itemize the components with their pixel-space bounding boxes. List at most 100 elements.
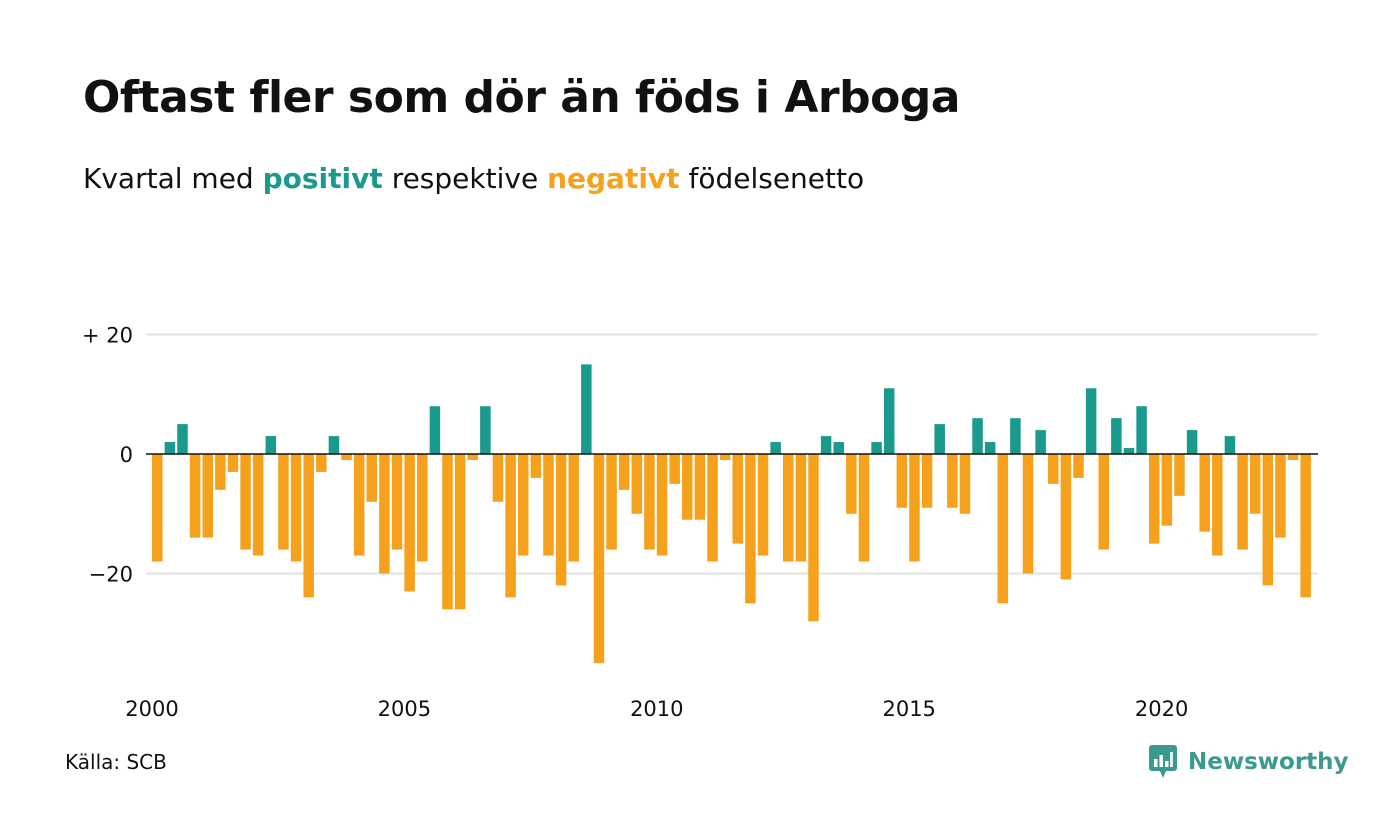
subtitle-prefix: Kvartal med: [83, 162, 254, 195]
bar-2016-q2: [972, 418, 983, 454]
bar-2019-q3: [1136, 406, 1147, 454]
chart-title: Oftast fler som dör än föds i Arboga: [83, 72, 961, 123]
bar-2003-q2: [316, 454, 327, 472]
bar-2014-q3: [883, 388, 895, 454]
bar-2006-q4: [492, 454, 504, 502]
newsworthy-chart-bubble-icon: [1149, 745, 1177, 778]
bar-2013-q4: [846, 454, 857, 514]
bar-2013-q1: [808, 454, 819, 622]
bar-2005-q2: [417, 454, 428, 562]
bar-2017-q2: [1022, 454, 1034, 574]
bar-2004-q2: [366, 454, 378, 502]
bar-2015-q2: [921, 454, 933, 508]
x-tick-label: 2000: [125, 697, 178, 721]
bar-2019-q4: [1148, 454, 1160, 544]
bar-2002-q2: [265, 436, 277, 454]
bar-2002-q1: [252, 454, 264, 556]
bar-2013-q3: [833, 442, 844, 454]
bar-2004-q3: [379, 454, 390, 574]
bar-2001-q2: [215, 454, 226, 490]
bar-2020-q1: [1161, 454, 1173, 526]
bar-2009-q3: [631, 454, 643, 514]
bar-2002-q4: [290, 454, 302, 562]
bar-2008-q2: [568, 454, 579, 562]
bar-2021-q1: [1212, 454, 1223, 556]
bar-2012-q3: [783, 454, 794, 562]
bar-2008-q4: [593, 454, 605, 664]
logo-text: Newsworthy: [1188, 749, 1349, 775]
bar-2017-q3: [1035, 430, 1046, 454]
newsworthy-logo: Newsworthy: [1148, 744, 1349, 780]
bar-2022-q4: [1300, 454, 1311, 598]
bar-2021-q2: [1224, 436, 1236, 454]
bar-2000-q3: [177, 424, 188, 454]
gridlines: [146, 333, 1318, 575]
bar-2020-q4: [1199, 454, 1210, 532]
source-note: Källa: SCB: [65, 750, 167, 774]
bar-2012-q4: [795, 454, 807, 562]
subtitle-positive-word: positivt: [262, 162, 383, 195]
x-tick-label: 2015: [882, 697, 935, 721]
bar-2020-q2: [1174, 454, 1185, 496]
bar-2008-q3: [581, 364, 592, 454]
bar-2017-q1: [1010, 418, 1021, 454]
bar-2010-q2: [669, 454, 680, 484]
bar-2014-q1: [858, 454, 870, 562]
bar-2014-q4: [896, 454, 908, 508]
bar-2022-q2: [1275, 454, 1286, 538]
bar-2012-q2: [770, 442, 781, 454]
bar-2022-q1: [1262, 454, 1274, 586]
bar-2010-q1: [656, 454, 668, 556]
bar-2015-q3: [934, 424, 945, 454]
bar-2003-q1: [303, 454, 314, 598]
bar-2007-q3: [530, 454, 542, 478]
bar-2011-q2: [719, 454, 731, 460]
bar-2006-q1: [454, 454, 466, 610]
bar-2021-q3: [1237, 454, 1248, 550]
bar-2001-q1: [202, 454, 213, 538]
bar-2000-q1: [152, 454, 163, 562]
bar-2013-q2: [820, 436, 832, 454]
bar-2009-q4: [644, 454, 655, 550]
axis-labels: + 20 0 −20 2000 2005 2010 2015 2020: [82, 324, 1188, 722]
bar-2006-q3: [480, 406, 491, 454]
bar-2022-q3: [1287, 454, 1299, 460]
bar-2014-q2: [871, 442, 882, 454]
bar-2019-q2: [1123, 448, 1135, 454]
bar-2007-q1: [505, 454, 516, 598]
bar-2005-q1: [404, 454, 415, 592]
y-tick-label: + 20: [82, 324, 133, 348]
bar-2019-q1: [1111, 418, 1122, 454]
bar-2000-q2: [164, 442, 176, 454]
bar-2021-q4: [1249, 454, 1261, 514]
bar-2009-q1: [606, 454, 617, 550]
bar-2002-q3: [278, 454, 289, 550]
bar-2004-q4: [391, 454, 403, 550]
bar-2016-q4: [997, 454, 1009, 604]
bar-2016-q3: [984, 442, 996, 454]
subtitle-middle: respektive: [391, 162, 539, 195]
bars: [152, 364, 1311, 664]
y-tick-label: 0: [120, 443, 133, 467]
subtitle-suffix: födelsenetto: [688, 162, 865, 195]
bar-2017-q4: [1048, 454, 1059, 484]
bar-2018-q1: [1060, 454, 1072, 580]
bar-2009-q2: [618, 454, 630, 490]
bar-chart: + 20 0 −20 2000 2005 2010 2015 2020: [82, 324, 1318, 722]
bar-2018-q3: [1085, 388, 1097, 454]
bar-2000-q4: [189, 454, 201, 538]
chart-subtitle: Kvartal med positivt respektive negativt…: [83, 162, 864, 195]
x-tick-label: 2020: [1135, 697, 1188, 721]
x-tick-label: 2010: [630, 697, 683, 721]
bar-2005-q4: [442, 454, 453, 610]
bar-2005-q3: [429, 406, 441, 454]
bar-2012-q1: [757, 454, 769, 556]
bar-2010-q4: [694, 454, 706, 520]
y-tick-label: −20: [89, 563, 133, 587]
bar-2016-q1: [959, 454, 971, 514]
bar-2003-q3: [328, 436, 340, 454]
bar-2008-q1: [555, 454, 567, 586]
x-tick-label: 2005: [378, 697, 431, 721]
bar-2018-q2: [1073, 454, 1084, 478]
bar-2001-q4: [240, 454, 251, 550]
